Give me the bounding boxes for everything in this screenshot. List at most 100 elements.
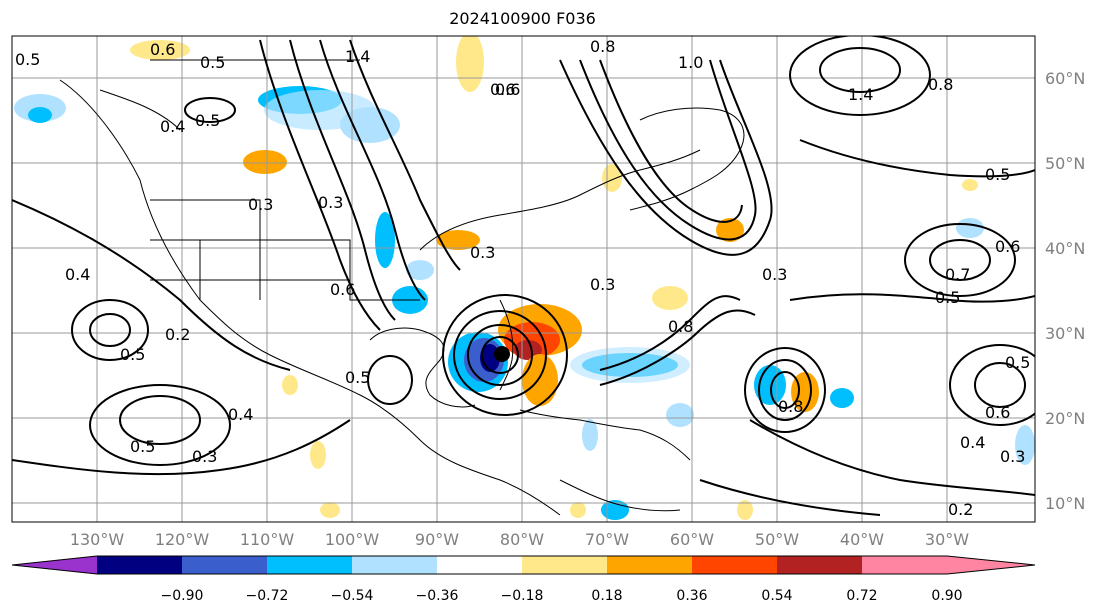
contour-label: 0.6 xyxy=(995,237,1020,256)
lon-label: 80°W xyxy=(500,530,544,549)
lon-label: 110°W xyxy=(240,530,295,549)
colorbar-tick: −0.54 xyxy=(331,588,374,604)
cold-shade-19 xyxy=(1015,425,1035,465)
contour-label: 1.0 xyxy=(678,53,703,72)
warm-shade-13 xyxy=(310,441,326,469)
contour-label: 0.5 xyxy=(935,288,960,307)
lon-label: 70°W xyxy=(585,530,629,549)
warm-shade-7 xyxy=(716,218,744,242)
cold-shade-9 xyxy=(582,419,598,451)
warm-shade-9 xyxy=(456,36,484,92)
contour-label: 0.8 xyxy=(590,37,615,56)
contour-label: 0.3 xyxy=(1000,447,1025,466)
map-title: 2024100900 F036 xyxy=(449,9,596,28)
colorbar-bin xyxy=(437,556,522,574)
map-area xyxy=(12,36,1035,522)
lon-label: 120°W xyxy=(155,530,210,549)
warm-shade-11 xyxy=(436,230,480,250)
lat-label: 40°N xyxy=(1045,239,1085,258)
lon-label: 100°W xyxy=(325,530,380,549)
colorbar-bin xyxy=(692,556,777,574)
contour-label: 0.5 xyxy=(120,345,145,364)
lat-label: 20°N xyxy=(1045,409,1085,428)
lat-label: 30°N xyxy=(1045,324,1085,343)
warm-shade-16 xyxy=(570,502,586,518)
cold-shade-14 xyxy=(28,107,52,123)
latitude-axis: 60°N 50°N 40°N 30°N 20°N 10°N xyxy=(1045,69,1085,513)
warm-shade-10 xyxy=(130,40,190,60)
longitude-axis: 130°W 120°W 110°W 100°W 90°W 80°W 70°W 6… xyxy=(70,530,969,549)
colorbar-bin xyxy=(862,556,947,574)
contour-label: 0.3 xyxy=(470,243,495,262)
storm-center-marker xyxy=(494,346,510,362)
contours xyxy=(12,36,1035,516)
contour-label: 0.3 xyxy=(192,447,217,466)
lon-label: 50°W xyxy=(755,530,799,549)
contour-label: 0.6 xyxy=(495,80,520,99)
graticule xyxy=(12,36,1035,522)
warm-shade-18 xyxy=(320,502,340,518)
lon-label: 30°W xyxy=(925,530,969,549)
contour-label: 0.6 xyxy=(490,80,515,99)
lon-label: 60°W xyxy=(670,530,714,549)
cold-shade-17 xyxy=(406,260,434,280)
anomaly-shading xyxy=(14,36,1035,520)
contour-label: 0.4 xyxy=(65,265,90,284)
lat-label: 60°N xyxy=(1045,69,1085,88)
contour-label: 0.3 xyxy=(248,195,273,214)
colorbar-bin xyxy=(267,556,352,574)
warm-shade-17 xyxy=(737,500,753,520)
colorbar-bin xyxy=(777,556,862,574)
contour-label: 0.2 xyxy=(948,500,973,519)
colorbar-bin xyxy=(182,556,267,574)
contour-label: 0.6 xyxy=(150,40,175,59)
colorbar-tick: 0.90 xyxy=(931,588,962,604)
colorbar-bin xyxy=(607,556,692,574)
colorbar-tick: −0.36 xyxy=(416,588,459,604)
contour-label: 0.5 xyxy=(195,111,220,130)
contour-label: 1.4 xyxy=(345,47,370,66)
lon-label: 130°W xyxy=(70,530,125,549)
warm-shade-6 xyxy=(652,286,688,310)
lon-label: 90°W xyxy=(415,530,459,549)
contour-label: 0.6 xyxy=(330,280,355,299)
lat-label: 50°N xyxy=(1045,154,1085,173)
colorbar-bin xyxy=(522,556,607,574)
contour-label: 0.4 xyxy=(228,405,253,424)
colorbar-high-extend xyxy=(947,556,1035,574)
contour-label: 0.3 xyxy=(762,265,787,284)
contour-label: 0.8 xyxy=(668,317,693,336)
lat-label: 10°N xyxy=(1045,494,1085,513)
cold-shade-5 xyxy=(570,347,690,383)
warm-shade-15 xyxy=(962,179,978,191)
contour-labels: 0.5 0.6 0.5 1.4 0.6 0.8 1.0 0.4 0.5 0.3 … xyxy=(15,37,1030,519)
colorbar xyxy=(11,555,1036,575)
contour-label: 0.4 xyxy=(960,433,985,452)
contour-label: 0.6 xyxy=(985,403,1010,422)
contour-label: 0.5 xyxy=(15,50,40,69)
contour-label: 0.8 xyxy=(928,75,953,94)
cold-shade-12 xyxy=(340,107,400,143)
contour-label: 0.7 xyxy=(945,265,970,284)
warm-shade-3 xyxy=(514,340,542,360)
contour-label: 0.3 xyxy=(590,275,615,294)
contour-label: 0.4 xyxy=(160,117,185,136)
contour-label: 0.8 xyxy=(778,397,803,416)
colorbar-tick: 0.18 xyxy=(591,588,622,604)
lon-label: 40°W xyxy=(840,530,884,549)
warm-shade-4 xyxy=(522,354,558,406)
colorbar-tick: −0.72 xyxy=(246,588,289,604)
contour-label: 0.3 xyxy=(318,193,343,212)
contour-label: 0.2 xyxy=(165,325,190,344)
contour-label: 0.5 xyxy=(200,53,225,72)
coastlines xyxy=(59,59,745,516)
colorbar-low-extend xyxy=(12,556,97,574)
colorbar-tick: 0.72 xyxy=(846,588,877,604)
contour-label: 0.5 xyxy=(985,165,1010,184)
colorbar-bin xyxy=(97,556,182,574)
cold-shade-18 xyxy=(956,218,984,238)
colorbar-bin xyxy=(352,556,437,574)
warm-shade-12 xyxy=(282,375,298,395)
contour-label: 1.4 xyxy=(848,85,873,104)
